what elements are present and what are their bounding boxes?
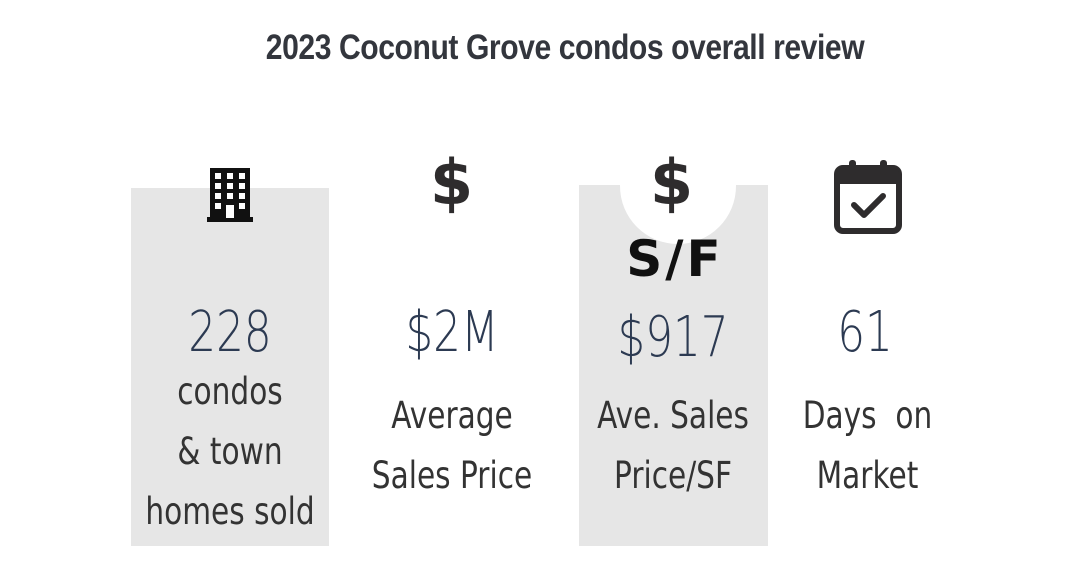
days-on-market-value: 61 [837,300,893,365]
dollar-per-sf-icon: $ [650,146,694,219]
price-per-sf-caption: Ave. Sales Price/SF [581,386,765,506]
sf-label: S/F [626,230,724,288]
price-per-sf-value: $917 [617,305,729,370]
caption-line: homes sold [145,490,315,533]
caption-line: & town [177,430,283,473]
calendar-check-icon [834,160,902,234]
caption-line: Days on [802,394,933,437]
caption-line: Sales Price [371,454,533,497]
stat-panel-price-per-sf [579,185,768,546]
caption-line: Ave. Sales [597,394,749,437]
dollar-icon: $ [430,146,474,219]
caption-line: Average [391,394,513,437]
page-title: 2023 Coconut Grove condos overall review [265,28,865,67]
caption-line: Price/SF [614,454,732,497]
condos-sold-caption: condos & town homes sold [135,362,325,542]
average-sales-price-value: $2M [405,300,499,365]
average-sales-price-caption: Average Sales Price [356,386,548,506]
building-icon [207,168,253,222]
caption-line: condos [177,370,283,413]
stat-panel-condos-sold [131,188,329,546]
caption-line: Market [816,454,919,497]
condos-sold-value: 228 [188,300,272,365]
icon-notch [620,150,736,244]
days-on-market-caption: Days on Market [786,386,950,506]
